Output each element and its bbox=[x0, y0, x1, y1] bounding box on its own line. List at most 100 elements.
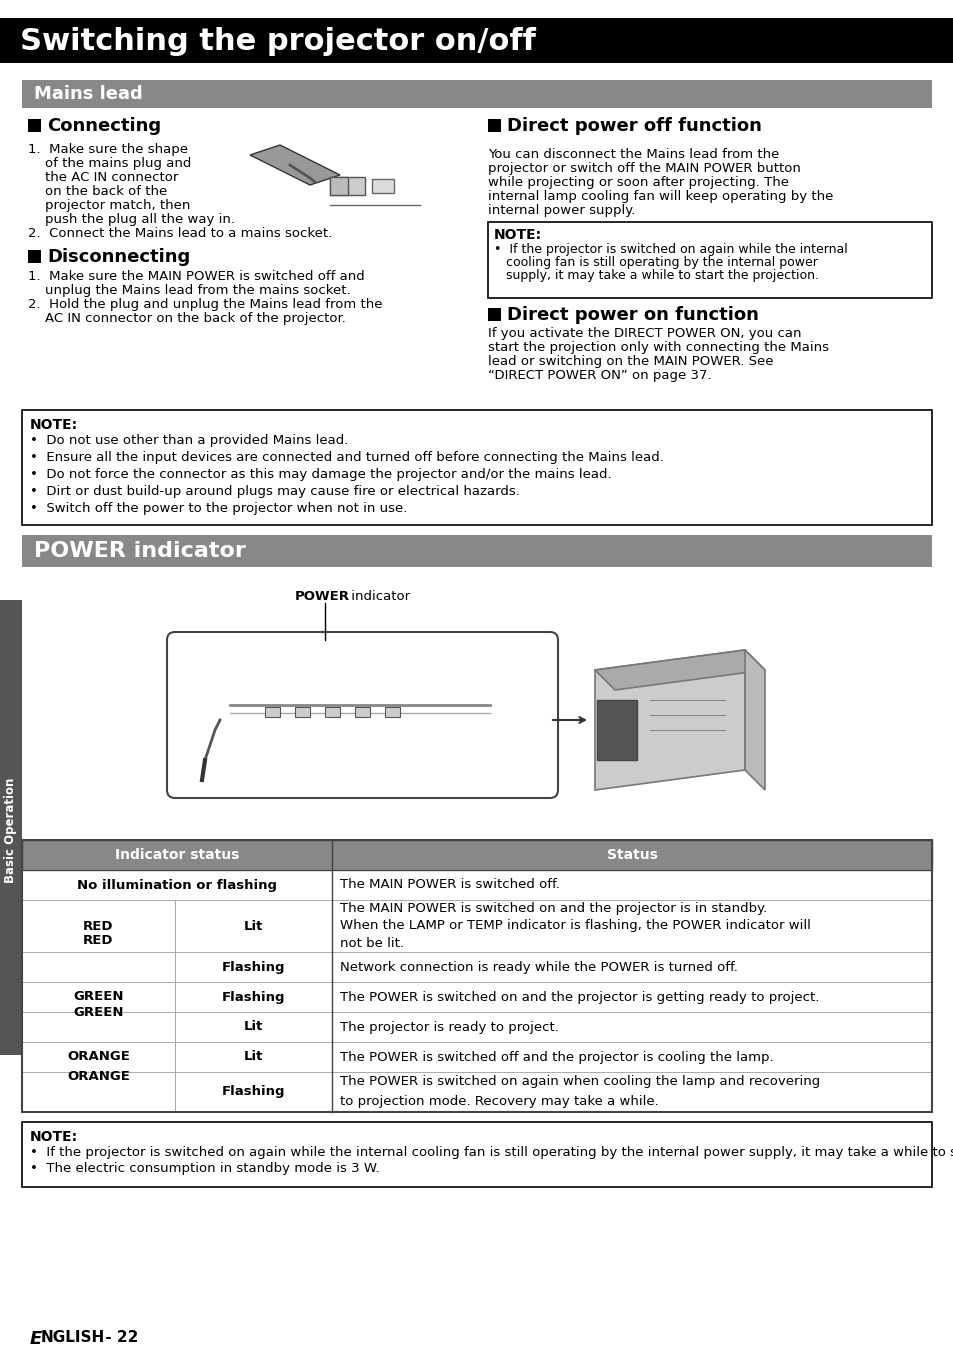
Text: on the back of the: on the back of the bbox=[28, 185, 167, 199]
Bar bbox=[330, 177, 348, 195]
Text: start the projection only with connecting the Mains: start the projection only with connectin… bbox=[488, 340, 828, 354]
Bar bbox=[22, 840, 931, 1112]
Text: NGLISH: NGLISH bbox=[41, 1329, 105, 1346]
Text: Direct power on function: Direct power on function bbox=[506, 305, 758, 324]
Text: Switching the projector on/off: Switching the projector on/off bbox=[20, 27, 536, 55]
Bar bbox=[22, 1042, 174, 1112]
Text: - 22: - 22 bbox=[100, 1329, 138, 1346]
Text: You can disconnect the Mains lead from the: You can disconnect the Mains lead from t… bbox=[488, 149, 779, 161]
Bar bbox=[325, 707, 339, 717]
Text: Network connection is ready while the POWER is turned off.: Network connection is ready while the PO… bbox=[339, 961, 737, 974]
Polygon shape bbox=[744, 650, 764, 790]
Text: cooling fan is still operating by the internal power: cooling fan is still operating by the in… bbox=[494, 255, 817, 269]
Text: Mains lead: Mains lead bbox=[34, 85, 143, 103]
Text: Flashing: Flashing bbox=[221, 990, 285, 1004]
Text: NOTE:: NOTE: bbox=[30, 417, 78, 432]
Bar bbox=[22, 1121, 931, 1188]
Bar bbox=[330, 177, 365, 195]
Text: lead or switching on the MAIN POWER. See: lead or switching on the MAIN POWER. See bbox=[488, 355, 773, 367]
Text: Flashing: Flashing bbox=[221, 961, 285, 974]
Bar bbox=[22, 535, 931, 567]
Bar bbox=[355, 707, 370, 717]
Text: Basic Operation: Basic Operation bbox=[5, 777, 17, 882]
Text: •  If the projector is switched on again while the internal cooling fan is still: • If the projector is switched on again … bbox=[30, 1146, 953, 1159]
Bar bbox=[265, 707, 280, 717]
Bar bbox=[0, 600, 22, 1055]
Text: 2.  Connect the Mains lead to a mains socket.: 2. Connect the Mains lead to a mains soc… bbox=[28, 227, 332, 240]
Text: internal power supply.: internal power supply. bbox=[488, 204, 635, 218]
Bar bbox=[488, 222, 931, 299]
Text: push the plug all the way in.: push the plug all the way in. bbox=[28, 213, 234, 226]
Bar bbox=[488, 119, 500, 132]
Bar bbox=[22, 900, 174, 982]
Text: The POWER is switched on and the projector is getting ready to project.: The POWER is switched on and the project… bbox=[339, 990, 819, 1004]
Text: NOTE:: NOTE: bbox=[30, 1129, 78, 1144]
Text: Flashing: Flashing bbox=[221, 1085, 285, 1098]
Bar bbox=[22, 982, 174, 1042]
Text: not be lit.: not be lit. bbox=[339, 936, 403, 950]
Bar bbox=[22, 409, 931, 526]
Text: The POWER is switched on again when cooling the lamp and recovering: The POWER is switched on again when cool… bbox=[339, 1075, 820, 1089]
Text: of the mains plug and: of the mains plug and bbox=[28, 157, 192, 170]
Text: Lit: Lit bbox=[244, 1020, 263, 1034]
Text: •  Do not use other than a provided Mains lead.: • Do not use other than a provided Mains… bbox=[30, 434, 348, 447]
Text: When the LAMP or TEMP indicator is flashing, the POWER indicator will: When the LAMP or TEMP indicator is flash… bbox=[339, 920, 810, 932]
Text: Lit: Lit bbox=[244, 1051, 263, 1063]
Text: The MAIN POWER is switched off.: The MAIN POWER is switched off. bbox=[339, 878, 559, 892]
Text: Lit: Lit bbox=[244, 920, 263, 932]
Bar bbox=[28, 250, 41, 263]
Text: GREEN: GREEN bbox=[73, 1005, 124, 1019]
Text: supply, it may take a while to start the projection.: supply, it may take a while to start the… bbox=[494, 269, 818, 282]
Text: while projecting or soon after projecting. The: while projecting or soon after projectin… bbox=[488, 176, 788, 189]
Text: E: E bbox=[30, 1329, 42, 1348]
Text: 2.  Hold the plug and unplug the Mains lead from the: 2. Hold the plug and unplug the Mains le… bbox=[28, 299, 382, 311]
Bar bbox=[488, 308, 500, 322]
Text: NOTE:: NOTE: bbox=[494, 228, 541, 242]
Bar bbox=[22, 840, 931, 870]
Text: •  Dirt or dust build-up around plugs may cause fire or electrical hazards.: • Dirt or dust build-up around plugs may… bbox=[30, 485, 519, 499]
Bar bbox=[294, 707, 310, 717]
Text: Indicator status: Indicator status bbox=[114, 848, 239, 862]
Text: RED: RED bbox=[83, 920, 113, 932]
Bar bbox=[22, 1071, 931, 1112]
Bar bbox=[0, 18, 953, 63]
Bar bbox=[22, 870, 931, 900]
Text: •  The electric consumption in standby mode is 3 W.: • The electric consumption in standby mo… bbox=[30, 1162, 379, 1175]
Bar bbox=[28, 119, 41, 132]
Text: •  Switch off the power to the projector when not in use.: • Switch off the power to the projector … bbox=[30, 503, 407, 515]
Polygon shape bbox=[595, 650, 764, 690]
Text: 1.  Make sure the shape: 1. Make sure the shape bbox=[28, 143, 188, 155]
Text: 1.  Make sure the MAIN POWER is switched off and: 1. Make sure the MAIN POWER is switched … bbox=[28, 270, 364, 282]
Text: ORANGE: ORANGE bbox=[67, 1051, 130, 1063]
Text: “DIRECT POWER ON” on page 37.: “DIRECT POWER ON” on page 37. bbox=[488, 369, 711, 382]
Bar bbox=[22, 982, 931, 1012]
Bar bbox=[597, 700, 637, 761]
Bar bbox=[22, 1042, 931, 1071]
Text: •  If the projector is switched on again while the internal: • If the projector is switched on again … bbox=[494, 243, 847, 255]
Text: unplug the Mains lead from the mains socket.: unplug the Mains lead from the mains soc… bbox=[28, 284, 351, 297]
Text: No illumination or flashing: No illumination or flashing bbox=[77, 878, 276, 892]
Text: ORANGE: ORANGE bbox=[67, 1070, 130, 1084]
Text: The projector is ready to project.: The projector is ready to project. bbox=[339, 1020, 558, 1034]
Text: The POWER is switched off and the projector is cooling the lamp.: The POWER is switched off and the projec… bbox=[339, 1051, 773, 1063]
Polygon shape bbox=[595, 650, 744, 790]
Bar bbox=[385, 707, 399, 717]
Text: RED: RED bbox=[83, 935, 113, 947]
Text: AC IN connector on the back of the projector.: AC IN connector on the back of the proje… bbox=[28, 312, 346, 326]
Text: •  Ensure all the input devices are connected and turned off before connecting t: • Ensure all the input devices are conne… bbox=[30, 451, 663, 463]
Text: If you activate the DIRECT POWER ON, you can: If you activate the DIRECT POWER ON, you… bbox=[488, 327, 801, 340]
Text: indicator: indicator bbox=[347, 590, 410, 603]
Text: Direct power off function: Direct power off function bbox=[506, 118, 761, 135]
Text: POWER indicator: POWER indicator bbox=[34, 540, 246, 561]
Text: projector match, then: projector match, then bbox=[28, 199, 191, 212]
Text: Connecting: Connecting bbox=[47, 118, 161, 135]
Bar bbox=[22, 80, 931, 108]
FancyBboxPatch shape bbox=[167, 632, 558, 798]
Text: Status: Status bbox=[606, 848, 657, 862]
Bar bbox=[22, 900, 931, 952]
Text: projector or switch off the MAIN POWER button: projector or switch off the MAIN POWER b… bbox=[488, 162, 800, 176]
Bar bbox=[22, 1012, 931, 1042]
Text: POWER: POWER bbox=[294, 590, 350, 603]
Text: •  Do not force the connector as this may damage the projector and/or the mains : • Do not force the connector as this may… bbox=[30, 467, 611, 481]
Text: Disconnecting: Disconnecting bbox=[47, 249, 190, 266]
